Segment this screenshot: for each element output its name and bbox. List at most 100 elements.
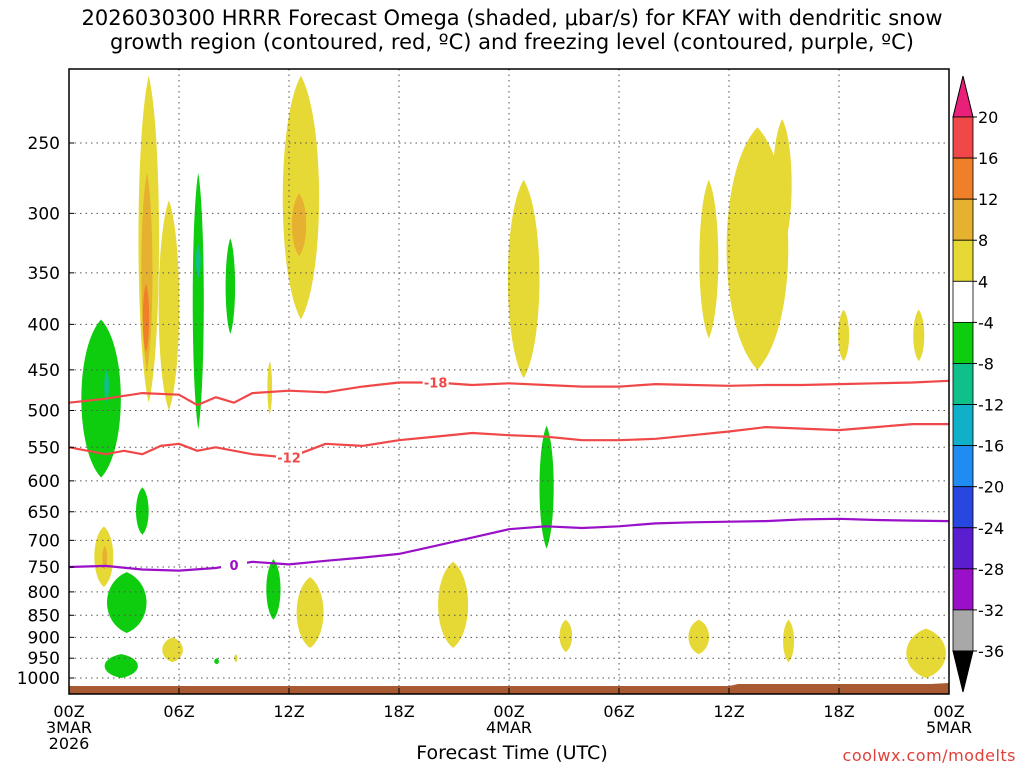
y-tick-label: 850 (28, 606, 60, 626)
x-tick-label: 12Z (273, 702, 304, 721)
contour-label: -12 (277, 452, 301, 467)
y-tick-label: 750 (28, 558, 60, 578)
omega-region (291, 193, 307, 256)
y-tick-label: 700 (28, 531, 60, 551)
colorbar-label: -24 (978, 519, 1004, 538)
omega-region (559, 619, 573, 653)
contour-line (69, 517, 949, 572)
colorbar-bin (952, 239, 974, 282)
y-tick-label: 550 (28, 438, 60, 458)
omega-region (772, 119, 792, 251)
x-tick-label: 00Z (493, 702, 524, 721)
y-tick-label: 600 (28, 472, 60, 492)
colorbar-label: -32 (978, 601, 1004, 620)
y-tick-label: 400 (28, 315, 60, 335)
omega-region (266, 559, 281, 620)
omega-region (688, 619, 710, 655)
colorbar-bin (952, 157, 974, 200)
x-tick-label: 06Z (163, 702, 194, 721)
contour-lines: -18 -12 0 (69, 374, 949, 574)
y-tick-label: 950 (28, 649, 60, 669)
credit-text: coolwx.com/modelts (842, 746, 1016, 765)
omega-region (913, 309, 925, 362)
contour-label: -18 (424, 376, 448, 391)
colorbar-bin (952, 568, 974, 611)
y-tick-label: 500 (28, 402, 60, 422)
x-axis-title: Forecast Time (UTC) (416, 742, 608, 764)
omega-region (162, 637, 183, 663)
x-tick-label: 3MAR (46, 718, 92, 737)
contour-line (69, 379, 949, 407)
colorbar-bin (952, 198, 974, 241)
colorbar-bin (952, 363, 974, 405)
colorbar-label: 8 (978, 231, 988, 250)
y-tick-label: 650 (28, 503, 60, 523)
omega-region (104, 654, 138, 678)
contour-label: 0 (229, 559, 238, 574)
x-tick-label: 06Z (603, 702, 634, 721)
colorbar-bin (952, 404, 974, 447)
y-tick-label: 900 (28, 628, 60, 648)
contour-label-bg (276, 449, 302, 466)
omega-shading (81, 75, 946, 678)
colorbar-top-arrow (952, 75, 974, 118)
y-axis: 2503003504004505005506006507007508008509… (17, 134, 74, 689)
colorbar-label: -12 (978, 396, 1004, 415)
plot-background (69, 69, 949, 694)
omega-region (906, 628, 946, 678)
x-tick-label: 18Z (823, 702, 854, 721)
colorbar-label: -36 (978, 642, 1004, 661)
omega-region (102, 545, 108, 570)
x-tick-label: 18Z (383, 702, 414, 721)
y-tick-label: 250 (28, 134, 60, 154)
colorbar-label: -4 (978, 313, 994, 332)
y-tick-label: 450 (28, 361, 60, 381)
omega-region (142, 283, 150, 353)
colorbar-label: 4 (978, 272, 988, 291)
colorbar-label: 12 (978, 190, 998, 209)
omega-region (234, 654, 238, 663)
omega-region (507, 179, 540, 379)
x-tick-label: 5MAR (926, 718, 972, 737)
chart-title-line-2: growth region (contoured, red, ºC) and f… (110, 30, 914, 54)
contour-label-bg (422, 374, 449, 391)
contour-label-bg (221, 556, 247, 573)
omega-region (699, 179, 719, 339)
chart-title: 2026030300 HRRR Forecast Omega (shaded, … (0, 6, 1024, 54)
colorbar: 20 16 12 8 4 -4 -8 -12 -16 -20 -24 -28 -32 -36 (952, 75, 1004, 693)
colorbar-label: -20 (978, 478, 1004, 497)
colorbar-bottom-arrow (952, 650, 974, 693)
x-tick-label: 2026 (49, 734, 90, 753)
y-tick-label: 300 (28, 204, 60, 224)
colorbar-label: 16 (978, 149, 998, 168)
chart-title-line-1: 2026030300 HRRR Forecast Omega (shaded, … (81, 6, 943, 30)
omega-region (296, 577, 324, 648)
x-tick-label: 4MAR (486, 718, 532, 737)
x-tick-label: 00Z (933, 702, 964, 721)
y-tick-label: 350 (28, 264, 60, 284)
omega-region (438, 561, 469, 648)
colorbar-bin (952, 321, 974, 364)
omega-region (136, 487, 149, 535)
colorbar-label: 20 (978, 108, 998, 127)
colorbar-label: -28 (978, 560, 1004, 579)
colorbar-label: -8 (978, 354, 994, 373)
colorbar-bin (952, 445, 974, 488)
omega-region (539, 425, 554, 549)
omega-region (214, 658, 219, 665)
x-tick-label: 00Z (53, 702, 84, 721)
colorbar-bin (952, 280, 974, 323)
omega-region (106, 572, 147, 634)
omega-region (225, 238, 236, 334)
omega-region (192, 172, 204, 430)
grid-lines (69, 69, 949, 694)
x-tick-label: 12Z (713, 702, 744, 721)
omega-region (267, 361, 273, 415)
colorbar-bin (952, 609, 974, 652)
omega-region (783, 619, 795, 663)
colorbar-label: -16 (978, 437, 1004, 456)
omega-region (104, 369, 109, 403)
contour-line (69, 423, 949, 459)
